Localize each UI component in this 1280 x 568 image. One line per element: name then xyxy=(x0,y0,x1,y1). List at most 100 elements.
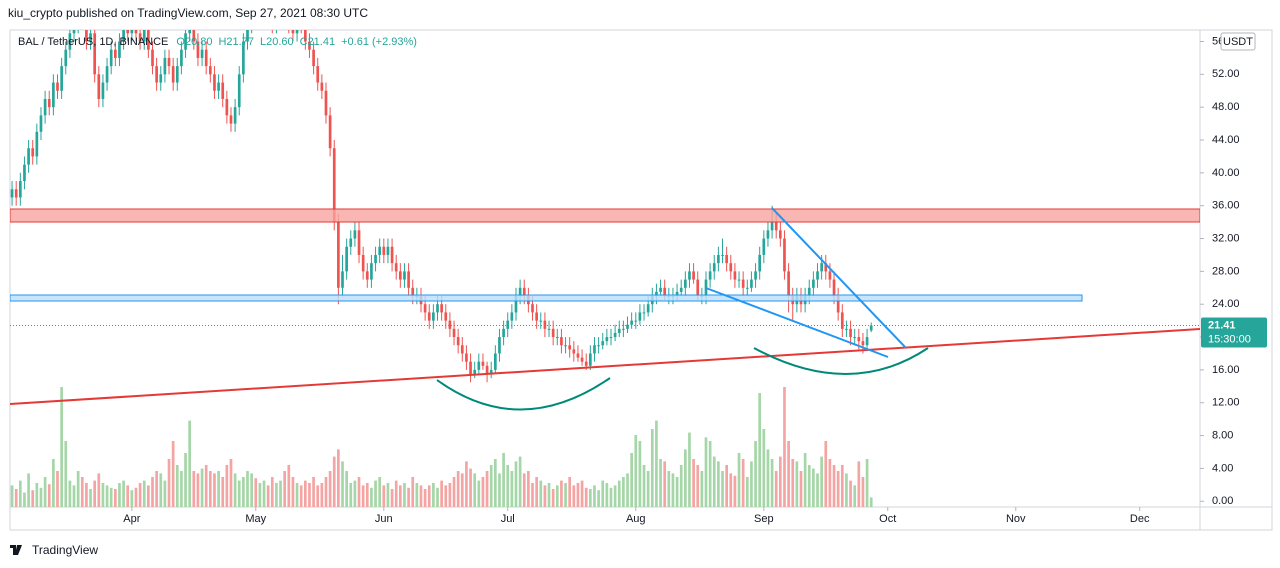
volume-bar xyxy=(489,465,493,507)
volume-bar xyxy=(118,483,121,507)
candle-body xyxy=(167,57,171,67)
candle-body xyxy=(543,320,547,329)
volume-bar xyxy=(617,480,621,507)
volume-bar xyxy=(704,437,708,507)
candle-body xyxy=(853,337,857,339)
y-tick-label: 48.00 xyxy=(1212,101,1240,113)
candle-body xyxy=(584,361,588,366)
candle-body xyxy=(774,222,778,231)
candle-body xyxy=(522,287,526,297)
candle-body xyxy=(436,304,439,313)
volume-bar xyxy=(564,483,567,507)
candle-body xyxy=(370,263,373,280)
candle-body xyxy=(378,246,382,255)
volume-bar xyxy=(849,480,852,507)
arc xyxy=(436,377,611,411)
candle-body xyxy=(361,254,365,272)
candle-body xyxy=(477,361,481,370)
last-price-label: 21.41 xyxy=(1208,319,1236,331)
volume-bar xyxy=(283,471,287,507)
volume-bar xyxy=(812,468,815,507)
candle-body xyxy=(341,271,344,288)
volume-bar xyxy=(97,473,101,507)
volume-bar xyxy=(721,471,724,507)
y-tick-label: 36.00 xyxy=(1212,200,1240,212)
candle-body xyxy=(23,164,26,182)
volume-bar xyxy=(349,483,353,507)
volume-bar xyxy=(712,456,716,507)
volume-bar xyxy=(370,487,373,507)
volume-bar xyxy=(778,456,782,507)
volume-bar xyxy=(357,477,361,507)
volume-bar xyxy=(535,477,538,507)
volume-bar xyxy=(750,461,753,507)
volume-bar xyxy=(113,489,117,507)
volume-bar xyxy=(539,480,543,507)
x-tick-label: Sep xyxy=(754,513,774,525)
candle-body xyxy=(221,82,225,99)
volume-bar xyxy=(10,485,14,507)
candle-body xyxy=(122,30,125,42)
volume-bar xyxy=(196,473,200,507)
candle-body xyxy=(869,325,873,331)
candle-body xyxy=(617,328,621,333)
volume-bar xyxy=(861,477,865,507)
candle-body xyxy=(832,279,836,297)
last-price-badge xyxy=(1201,317,1267,348)
candle-body xyxy=(18,181,22,198)
candle-body xyxy=(489,369,493,374)
candle-body xyxy=(43,98,47,116)
volume-bar xyxy=(737,453,741,507)
candle-body xyxy=(593,345,596,354)
volume-bar xyxy=(31,490,35,507)
candle-body xyxy=(555,337,559,339)
volume-bar xyxy=(816,473,819,507)
candle-body xyxy=(242,41,245,75)
candle-body xyxy=(696,279,700,297)
volume-bar xyxy=(72,485,76,507)
ohlc-label: O20.80 xyxy=(176,36,212,48)
candle-body xyxy=(683,279,687,288)
volume-bar xyxy=(180,471,183,507)
volume-layer xyxy=(10,387,873,507)
y-tick-label: 28.00 xyxy=(1212,265,1240,277)
y-tick-label: 44.00 xyxy=(1212,134,1240,146)
volume-bar xyxy=(630,453,633,507)
volume-bar xyxy=(105,485,109,507)
volume-bar xyxy=(506,465,510,507)
volume-bar xyxy=(580,480,584,507)
y-tick-label: 24.00 xyxy=(1212,298,1240,310)
footer-logo: TradingView xyxy=(10,543,98,557)
volume-bar xyxy=(332,456,336,507)
candle-body xyxy=(303,30,307,42)
candle-body xyxy=(663,287,667,297)
candle-body xyxy=(531,304,534,313)
volume-bar xyxy=(568,477,572,507)
y-tick-label: 8.00 xyxy=(1212,429,1233,441)
volume-bar xyxy=(465,461,468,507)
candle-body xyxy=(109,49,113,67)
candle-body xyxy=(308,41,311,50)
candle-body xyxy=(151,49,154,67)
volume-bar xyxy=(646,471,650,507)
volume-bar xyxy=(229,459,233,507)
volume-bar xyxy=(403,483,406,507)
volume-bar xyxy=(613,485,617,507)
y-tick-label: 4.00 xyxy=(1212,462,1233,474)
volume-bar xyxy=(448,483,452,507)
volume-bar xyxy=(588,489,592,507)
legend: O20.80 H21.77 L20.60 C21.41 +0.61 (+2.93%) xyxy=(176,36,417,48)
volume-bar xyxy=(208,471,212,507)
volume-bar xyxy=(419,485,423,507)
volume-bar xyxy=(667,471,671,507)
candle-body xyxy=(634,320,638,322)
volume-bar xyxy=(122,480,125,507)
candle-body xyxy=(39,115,43,132)
volume-bar xyxy=(551,489,555,507)
volume-bar xyxy=(853,485,857,507)
volume-bar xyxy=(547,483,551,507)
candle-body xyxy=(741,279,745,288)
volume-bar xyxy=(758,393,762,507)
candle-body xyxy=(638,312,642,321)
volume-bar xyxy=(258,483,262,507)
